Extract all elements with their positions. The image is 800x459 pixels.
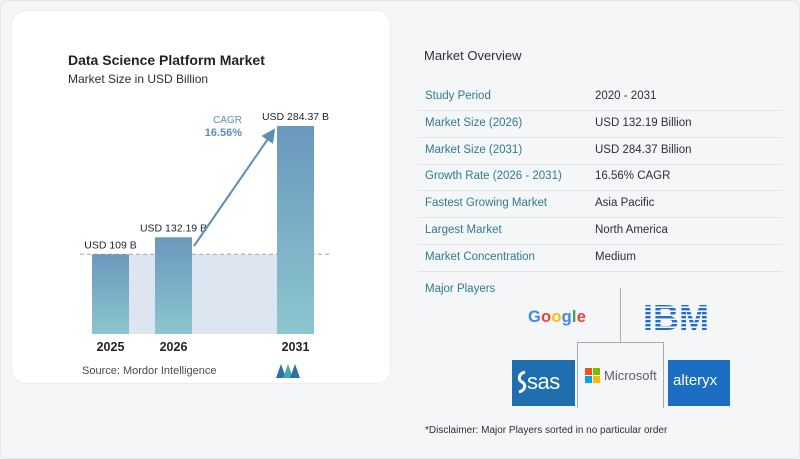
overview-row-label: Market Size (2031) <box>425 143 523 156</box>
overview-row-value: 2020 - 2031 <box>595 90 657 102</box>
microsoft-windows-icon <box>585 368 600 383</box>
google-letter: G <box>528 308 542 326</box>
overview-row: Market Size (2026) USD 132.19 Billion <box>418 111 782 138</box>
overview-row: Market Concentration Medium <box>418 245 782 272</box>
chart-subtitle: Market Size in USD Billion <box>68 72 209 86</box>
x-tick-label: 2031 <box>282 340 310 354</box>
overview-row: Growth Rate (2026 - 2031) 16.56% CAGR <box>418 164 782 192</box>
major-players-title: Major Players <box>425 283 496 295</box>
x-tick-label: 2025 <box>97 340 125 354</box>
google-letter: g <box>561 308 572 326</box>
ibm-logo: IBM <box>643 300 709 332</box>
logo-divider <box>620 288 621 342</box>
cagr-label: CAGR <box>213 115 242 126</box>
google-letter: e <box>576 308 587 326</box>
google-logo: Google <box>528 308 586 327</box>
market-overview-title: Market Overview <box>424 48 522 63</box>
google-letter: l <box>571 308 577 326</box>
overview-row: Largest Market North America <box>418 218 782 245</box>
overview-row-value: North America <box>595 224 668 236</box>
logo-divider <box>577 342 578 408</box>
overview-row: Fastest Growing Market Asia Pacific <box>418 191 782 219</box>
overview-row-value: USD 284.37 Billion <box>595 143 692 156</box>
overview-row-value: Asia Pacific <box>595 197 655 210</box>
bar <box>277 126 314 334</box>
logo-divider <box>577 342 664 343</box>
overview-row-value: Medium <box>595 250 636 263</box>
google-letter: o <box>551 308 562 326</box>
microsoft-logo-text: Microsoft <box>604 368 657 383</box>
bar-value-label: USD 109 B <box>84 239 137 251</box>
sas-logo-text: sas <box>527 369 560 394</box>
overview-row-value: 16.56% CAGR <box>595 170 671 183</box>
overview-row-label: Market Concentration <box>425 250 535 263</box>
overview-row: Market Size (2031) USD 284.37 Billion <box>418 138 782 165</box>
cagr-arrow <box>193 128 276 247</box>
google-letter: o <box>541 308 552 326</box>
overview-row-label: Growth Rate (2026 - 2031) <box>425 170 562 183</box>
alteryx-logo <box>668 360 730 406</box>
sas-swirl-icon <box>517 370 527 394</box>
overview-row-label: Study Period <box>425 90 491 102</box>
mordor-intelligence-logo-icon <box>276 364 300 378</box>
overview-row-label: Largest Market <box>425 224 502 236</box>
alteryx-logo-text: alteryx <box>673 372 718 389</box>
logo-divider <box>663 342 664 408</box>
x-tick-label: 2026 <box>160 340 188 354</box>
source-note: Source: Mordor Intelligence <box>82 365 217 377</box>
bar-value-label: USD 284.37 B <box>262 111 329 123</box>
disclaimer: *Disclaimer: Major Players sorted in no … <box>425 425 668 436</box>
overview-row-label: Market Size (2026) <box>425 116 523 129</box>
bar-value-label: USD 132.19 B <box>140 222 207 234</box>
cagr-value: 16.56% <box>205 127 243 139</box>
overview-row-label: Fastest Growing Market <box>425 197 548 210</box>
bar <box>155 237 192 334</box>
bar <box>92 254 129 334</box>
overview-row: Study Period 2020 - 2031 <box>418 84 782 111</box>
chart-title: Data Science Platform Market <box>68 52 265 68</box>
overview-row-value: USD 132.19 Billion <box>595 116 692 129</box>
ibm-logo-text: IBM <box>643 300 709 332</box>
